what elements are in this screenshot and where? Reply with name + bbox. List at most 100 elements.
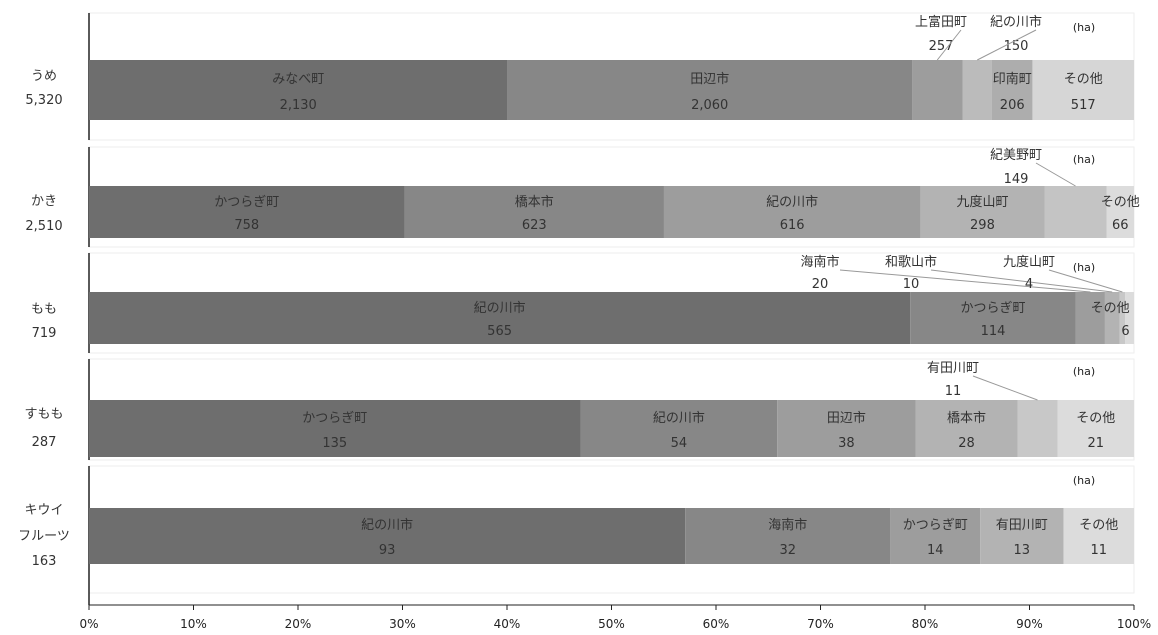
bar-segment — [920, 186, 1045, 238]
unit-label: (ha) — [1073, 365, 1095, 378]
bar-segment — [1125, 292, 1134, 344]
category-label: かき — [31, 194, 57, 209]
bar-segment — [1032, 60, 1134, 120]
bar-segment — [980, 508, 1064, 564]
segment-label: その他 — [1091, 301, 1130, 316]
callout-label: 海南市 — [800, 254, 839, 270]
callout-label: 有田川町 — [927, 361, 979, 376]
segment-label: 紀の川市 — [653, 410, 705, 426]
x-tick-label: 70% — [807, 617, 834, 631]
segment-value: 13 — [1014, 543, 1031, 558]
callout-value: 11 — [945, 384, 962, 399]
segment-value: 66 — [1112, 218, 1129, 233]
bar-segment — [1017, 400, 1058, 457]
segment-value: 616 — [780, 218, 805, 233]
segment-value: 758 — [234, 218, 259, 233]
callout-value: 4 — [1025, 277, 1033, 292]
segment-label: かつらぎ町 — [903, 518, 968, 533]
segment-label: 有田川町 — [996, 518, 1048, 533]
segment-value: 623 — [522, 218, 547, 233]
callout-value: 149 — [1004, 172, 1029, 187]
x-tick-label: 100% — [1117, 617, 1151, 631]
callout-label: 紀美野町 — [990, 148, 1042, 163]
bar-segment — [1106, 186, 1134, 238]
segment-label: かつらぎ町 — [302, 411, 367, 426]
callout-value: 150 — [1004, 39, 1029, 54]
x-tick-label: 90% — [1016, 617, 1043, 631]
callout-label: 紀の川市 — [990, 14, 1042, 30]
segment-value: 38 — [838, 436, 855, 451]
bar-segment — [404, 186, 664, 238]
segment-value: 14 — [927, 543, 944, 558]
segment-value: 114 — [981, 324, 1006, 339]
bar-segment — [1075, 292, 1105, 344]
unit-label: (ha) — [1073, 261, 1095, 274]
x-tick-label: 20% — [285, 617, 312, 631]
leader-line — [930, 269, 1113, 293]
leader-line — [1048, 269, 1123, 293]
x-tick-label: 10% — [180, 617, 207, 631]
bar-segment — [915, 400, 1018, 457]
segment-value: 6 — [1121, 324, 1129, 339]
segment-value: 298 — [970, 218, 995, 233]
segment-label: 橋本市 — [515, 194, 554, 210]
segment-label: 紀の川市 — [766, 194, 818, 210]
segment-value: 28 — [958, 436, 975, 451]
bar-segment — [89, 508, 686, 564]
bar-segment — [89, 186, 405, 238]
x-tick-label: 80% — [912, 617, 939, 631]
unit-label: (ha) — [1073, 474, 1095, 487]
segment-label: 紀の川市 — [361, 517, 413, 533]
callout-value: 20 — [812, 277, 829, 292]
bar-segment — [912, 60, 963, 120]
segment-value: 2,060 — [691, 98, 728, 113]
segment-label: 印南町 — [993, 71, 1032, 87]
callout-label: 和歌山市 — [885, 254, 937, 270]
unit-label: (ha) — [1073, 21, 1095, 34]
bar-segment — [777, 400, 916, 457]
bar-segment — [89, 400, 581, 457]
segment-label: その他 — [1079, 518, 1118, 533]
segment-label: 紀の川市 — [474, 300, 526, 316]
x-tick-label: 50% — [598, 617, 625, 631]
category-total: 719 — [32, 326, 57, 341]
segment-label: 田辺市 — [690, 71, 729, 87]
callout-value: 10 — [903, 277, 920, 292]
bar-segment — [89, 292, 911, 344]
bar-segment — [962, 60, 992, 120]
bar-segment — [507, 60, 913, 120]
bar-segment — [685, 508, 891, 564]
category-total: 163 — [32, 554, 57, 569]
category-label: うめ — [31, 69, 57, 84]
bar-segment — [910, 292, 1076, 344]
segment-value: 93 — [379, 543, 396, 558]
category-total: 5,320 — [25, 93, 62, 108]
segment-value: 565 — [487, 324, 512, 339]
segment-value: 135 — [322, 436, 347, 451]
x-tick-label: 0% — [79, 617, 98, 631]
segment-value: 32 — [780, 543, 797, 558]
callout-label: 九度山町 — [1003, 254, 1055, 270]
x-tick-label: 40% — [494, 617, 521, 631]
callout-value: 257 — [929, 39, 954, 54]
category-label: フルーツ — [18, 529, 70, 544]
bar-segment — [991, 60, 1033, 120]
leader-line — [839, 269, 1091, 293]
unit-label: (ha) — [1073, 153, 1095, 166]
segment-label: その他 — [1076, 411, 1115, 426]
bar-segment — [1119, 292, 1126, 344]
segment-label: その他 — [1064, 72, 1103, 87]
category-total: 287 — [32, 435, 57, 450]
category-label: すもも — [24, 407, 63, 422]
leader-line — [936, 29, 962, 61]
segment-label: みなべ町 — [272, 72, 324, 87]
x-tick-label: 60% — [703, 617, 730, 631]
bar-segment — [663, 186, 921, 238]
callout-label: 上富田町 — [915, 14, 967, 30]
bar-segment — [1057, 400, 1134, 457]
bar-segment — [1044, 186, 1107, 238]
category-label: もも — [31, 302, 57, 317]
segment-value: 206 — [1000, 98, 1025, 113]
bar-segment — [1104, 292, 1120, 344]
